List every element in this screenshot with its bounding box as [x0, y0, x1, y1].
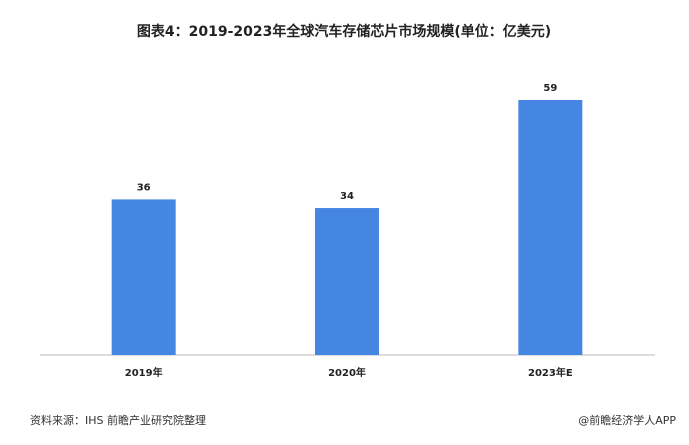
chart-title: 图表4：2019-2023年全球汽车存储芯片市场规模(单位：亿美元) — [137, 23, 551, 40]
x-tick-label: 2019年 — [125, 366, 163, 379]
data-label: 34 — [340, 191, 354, 202]
source-note: 资料来源：IHS 前瞻产业研究院整理 — [30, 413, 206, 427]
data-label: 36 — [137, 182, 151, 193]
bar — [518, 100, 583, 355]
data-label: 59 — [543, 83, 557, 94]
bar — [315, 208, 379, 355]
bar — [111, 199, 176, 355]
x-tick-label: 2023年E — [528, 366, 573, 379]
x-tick-label: 2020年 — [328, 366, 366, 379]
credit-note: @前瞻经济学人APP — [578, 413, 676, 427]
